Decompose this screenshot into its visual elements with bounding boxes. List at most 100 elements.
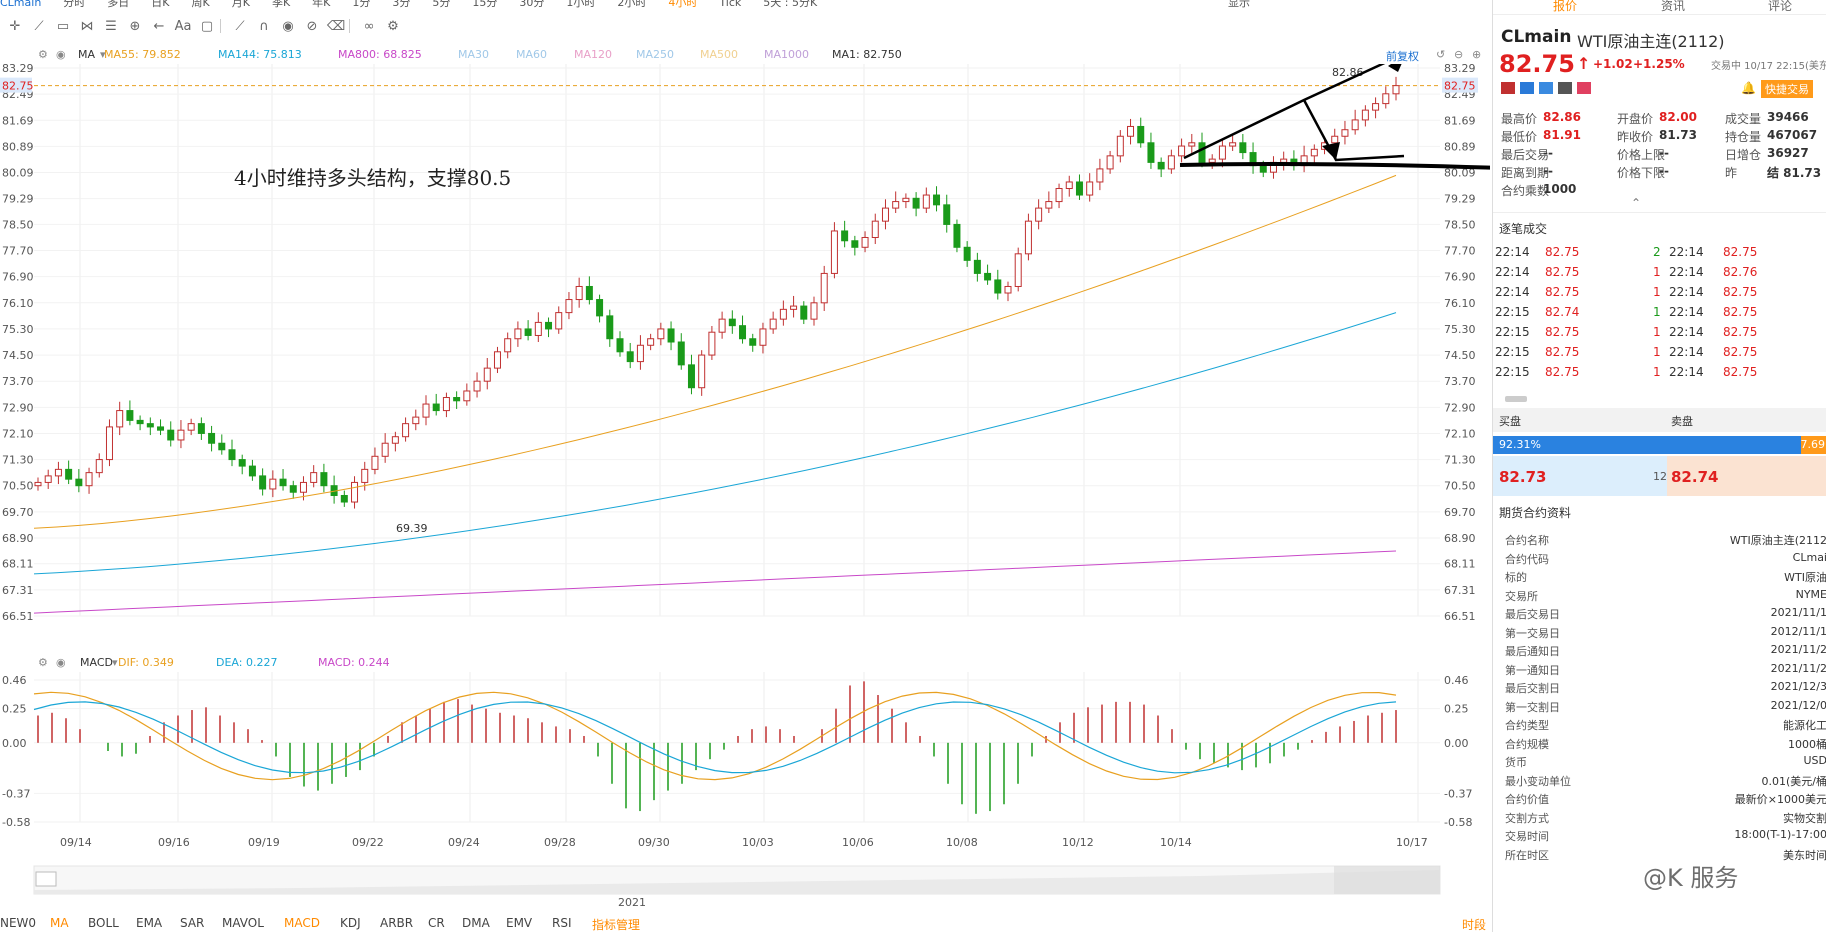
ma-legend-item[interactable]: MA120 <box>574 48 612 61</box>
tick-price: 82.75 <box>1723 245 1757 259</box>
range-navigator[interactable]: 2021 <box>0 860 1490 908</box>
brush-tool-icon[interactable]: ⟋ <box>231 17 249 35</box>
eye-icon[interactable]: ◉ <box>279 17 297 35</box>
measure-tool-icon[interactable]: ⊕ <box>126 17 144 35</box>
indicator-tab[interactable]: DMA <box>462 916 490 930</box>
ma-legend-item[interactable]: MA1: 82.750 <box>832 48 902 61</box>
ma-legend-item[interactable]: MA800: 68.825 <box>338 48 422 61</box>
line-tool-icon[interactable]: ⟋ <box>30 17 48 35</box>
chevron-down-icon[interactable]: ▾ <box>112 656 118 669</box>
period-tab[interactable]: Tick <box>719 0 741 9</box>
channel-tool-icon[interactable]: ☰ <box>102 17 120 35</box>
ma-legend-item[interactable]: MA60 <box>516 48 547 61</box>
ma-legend-item[interactable]: MA30 <box>458 48 489 61</box>
arrow-tool-icon[interactable]: ← <box>150 17 168 35</box>
macd-indicator-name[interactable]: MACD <box>80 656 113 669</box>
period-tab[interactable]: 月K <box>232 0 250 9</box>
ma-legend-item[interactable]: MA250 <box>636 48 674 61</box>
doc-icon[interactable] <box>1558 82 1572 94</box>
settings-icon[interactable]: ⚙ <box>38 48 48 61</box>
settings-icon[interactable]: ⚙ <box>38 656 48 669</box>
indicator-tab[interactable]: EMV <box>506 916 532 930</box>
indicator-tab[interactable]: MACD <box>284 916 320 930</box>
indicator-tab[interactable]: EMA <box>136 916 162 930</box>
rect-tool-icon[interactable]: ▭ <box>54 17 72 35</box>
text-tool-icon[interactable]: Aa <box>174 17 192 35</box>
zoom-out-icon[interactable]: ⊖ <box>1454 48 1463 61</box>
indicator-tab[interactable]: NEW0 <box>0 916 36 930</box>
ma-legend-item[interactable]: MA1000 <box>764 48 809 61</box>
indicator-tab[interactable]: BOLL <box>88 916 119 930</box>
period-tab[interactable]: 5分 <box>432 0 450 9</box>
magnet-icon[interactable]: ∩ <box>255 17 273 35</box>
flag-icon[interactable] <box>1501 82 1515 94</box>
macd-legend-item[interactable]: DIF: 0.349 <box>118 656 174 669</box>
quick-trade-button[interactable]: 快捷交易 <box>1761 80 1813 98</box>
crosshair-icon[interactable]: ✛ <box>6 17 24 35</box>
ma-legend-item[interactable]: MA55: 79.852 <box>104 48 181 61</box>
period-tab[interactable]: 季K <box>272 0 290 9</box>
eye-icon[interactable]: ◉ <box>56 656 66 669</box>
indicator-tab[interactable]: RSI <box>552 916 572 930</box>
candle-body <box>96 460 102 473</box>
bell-icon[interactable]: 🔔 <box>1741 81 1756 95</box>
navigator-handle[interactable] <box>36 872 56 886</box>
indicator-tab[interactable]: 指标管理 <box>592 916 640 933</box>
heart-icon[interactable] <box>1577 82 1591 94</box>
stat-value: 1000 <box>1543 182 1576 196</box>
fib-tool-icon[interactable]: ⋈ <box>78 17 96 35</box>
period-tab[interactable]: 日K <box>151 0 169 9</box>
period-tab[interactable]: 多日 <box>107 0 129 9</box>
settings-icon[interactable]: ⚙ <box>384 17 402 35</box>
indicator-tab[interactable]: KDJ <box>340 916 361 930</box>
display-menu[interactable]: 显示 <box>1228 0 1250 9</box>
navigator-window[interactable] <box>1334 866 1440 894</box>
chart-icon[interactable] <box>1539 82 1553 94</box>
period-tab[interactable]: 周K <box>192 0 210 9</box>
period-tab[interactable]: 1小时 <box>566 0 595 9</box>
period-tab[interactable]: 2小时 <box>617 0 646 9</box>
ma-indicator-name[interactable]: MA <box>78 48 95 61</box>
trend-icon[interactable] <box>1520 82 1534 94</box>
period-tab[interactable]: 30分 <box>519 0 544 9</box>
candle-body <box>607 316 613 339</box>
link-icon[interactable]: ∞ <box>360 17 378 35</box>
ma-legend-item[interactable]: MA144: 75.813 <box>218 48 302 61</box>
tab-news[interactable]: 资讯 <box>1661 0 1685 14</box>
indicator-tab[interactable]: SAR <box>180 916 204 930</box>
ticks-title: 逐笔成交 <box>1499 220 1547 237</box>
period-tab[interactable]: 5天 : 5分K <box>763 0 817 9</box>
macd-legend-item[interactable]: DEA: 0.227 <box>216 656 277 669</box>
symbol-tab[interactable]: CLmain <box>0 0 41 9</box>
collapse-icon[interactable]: ⌃ <box>1631 196 1641 210</box>
indicator-tab[interactable]: MAVOL <box>222 916 264 930</box>
scrollbar[interactable] <box>1505 396 1527 402</box>
period-tab[interactable]: 15分 <box>472 0 497 9</box>
trash-icon[interactable]: ⌫ <box>327 17 345 35</box>
tab-comments[interactable]: 评论 <box>1768 0 1792 14</box>
lock-icon[interactable]: ⊘ <box>303 17 321 35</box>
period-tab[interactable]: 分时 <box>63 0 85 9</box>
timezone-toggle[interactable]: 时段 <box>1462 916 1486 933</box>
period-tab[interactable]: 4小时 <box>668 0 697 9</box>
candle-body <box>934 195 940 205</box>
adjust-mode[interactable]: 前复权 <box>1386 48 1419 64</box>
high-price-label: 82.86 <box>1332 66 1364 79</box>
ma-legend-item[interactable]: MA500 <box>700 48 738 61</box>
period-tab[interactable]: 3分 <box>392 0 410 9</box>
indicator-tab[interactable]: MA <box>50 916 69 930</box>
indicator-tab[interactable]: CR <box>428 916 445 930</box>
undo-icon[interactable]: ↺ <box>1436 48 1445 61</box>
period-tab[interactable]: 1分 <box>352 0 370 9</box>
period-tab[interactable]: 年K <box>312 0 330 9</box>
indicator-tab[interactable]: ARBR <box>380 916 413 930</box>
zoom-in-icon[interactable]: ⊕ <box>1472 48 1481 61</box>
candle-body <box>35 482 41 485</box>
tab-quote[interactable]: 报价 <box>1553 0 1577 14</box>
eye-icon[interactable]: ◉ <box>56 48 66 61</box>
comment-tool-icon[interactable]: ▢ <box>198 17 216 35</box>
macd-legend-item[interactable]: MACD: 0.244 <box>318 656 390 669</box>
